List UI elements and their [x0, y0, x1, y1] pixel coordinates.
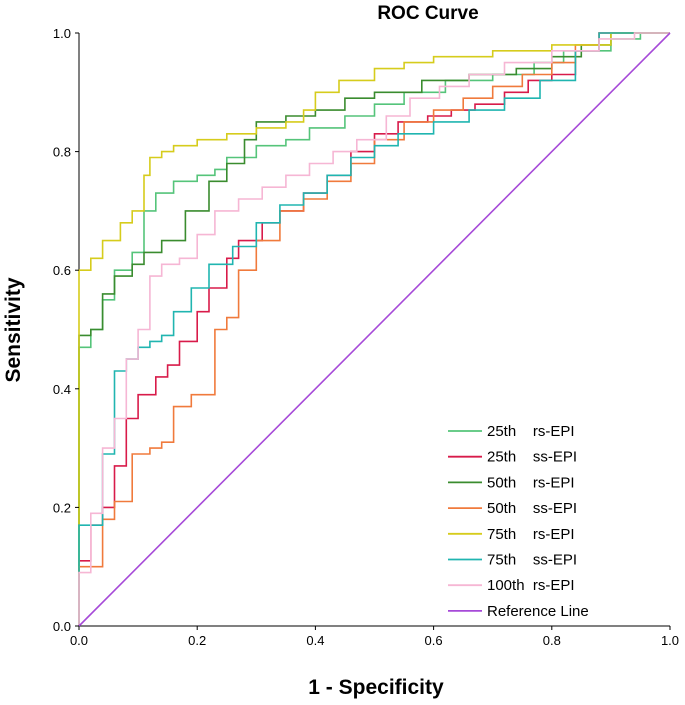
- x-tick-label: 0.4: [306, 633, 324, 648]
- x-axis-label: 1 - Specificity: [308, 676, 444, 699]
- x-tick-label: 0.6: [425, 633, 443, 648]
- legend-label: 75th ss-EPI: [487, 552, 577, 569]
- legend-label: 25th ss-EPI: [487, 449, 577, 466]
- y-tick-label: 1.0: [53, 26, 71, 41]
- legend-label: 50th ss-EPI: [487, 500, 577, 517]
- x-tick-label: 0.2: [188, 633, 206, 648]
- plot-area: [78, 32, 671, 627]
- series-line-100th-rs-epi: [78, 32, 670, 626]
- y-tick-label: 0.0: [53, 619, 71, 634]
- legend-label: 75th rs-EPI: [487, 526, 575, 543]
- series-layer: [78, 32, 671, 627]
- y-tick-label: 0.2: [53, 500, 71, 515]
- x-tick-label: 0.8: [543, 633, 561, 648]
- series-line-50th-rs-epi: [78, 32, 670, 626]
- axis-ticks: 0.0 0.2 0.4 0.6 0.8 1.0 0.0 0.2 0.4 0.6 0.8 1.0: [53, 26, 679, 648]
- y-axis-label: Sensitivity: [2, 277, 25, 382]
- legend: 25th rs-EPI 25th ss-EPI 50th rs-EPI 50th ss…: [448, 423, 589, 620]
- y-tick-label: 0.6: [53, 263, 71, 278]
- legend-label: 25th rs-EPI: [487, 423, 575, 440]
- legend-label: 50th rs-EPI: [487, 474, 575, 491]
- y-tick-label: 0.4: [53, 382, 71, 397]
- y-tick-label: 0.8: [53, 145, 71, 160]
- legend-label: 100th rs-EPI: [487, 577, 575, 594]
- series-line-25th-rs-epi: [78, 32, 670, 626]
- chart-title: ROC Curve: [377, 3, 478, 24]
- x-tick-label: 0.0: [70, 633, 88, 648]
- x-tick-label: 1.0: [661, 633, 679, 648]
- series-line-75th-rs-epi: [78, 32, 670, 626]
- legend-label: Reference Line: [487, 603, 589, 620]
- series-line-reference-line: [78, 32, 671, 627]
